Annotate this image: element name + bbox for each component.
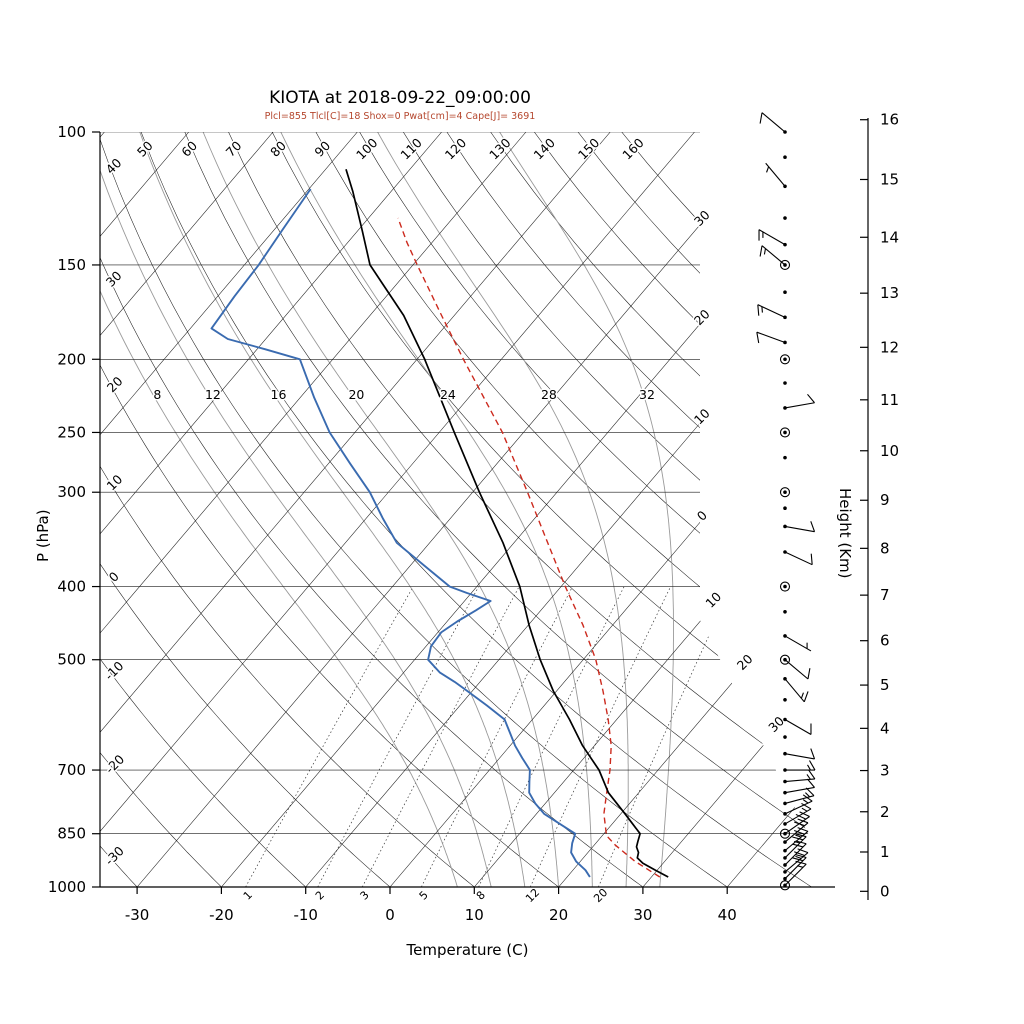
svg-text:1: 1 (880, 843, 890, 861)
svg-text:16: 16 (271, 387, 287, 402)
temperature-axis-title: Temperature (C) (406, 941, 529, 959)
svg-text:11: 11 (880, 391, 899, 409)
svg-text:12: 12 (205, 387, 221, 402)
svg-text:6: 6 (880, 632, 890, 650)
svg-text:8: 8 (474, 888, 488, 902)
svg-text:150: 150 (575, 135, 603, 163)
svg-text:5: 5 (880, 676, 890, 694)
svg-text:400: 400 (57, 578, 86, 596)
svg-text:0: 0 (385, 906, 395, 924)
svg-text:70: 70 (223, 138, 245, 160)
svg-text:-20: -20 (102, 751, 127, 776)
svg-text:10: 10 (103, 471, 125, 493)
svg-text:40: 40 (718, 906, 737, 924)
dewpoint-curve (210, 188, 591, 878)
svg-text:1: 1 (241, 888, 255, 902)
grid-labels: 50 60 70 80 90 100 110 120 130 140 150 160403020100… (100, 134, 789, 907)
svg-text:850: 850 (57, 825, 86, 843)
svg-text:10: 10 (702, 589, 724, 611)
svg-text:40: 40 (103, 155, 125, 177)
svg-text:30: 30 (633, 906, 652, 924)
svg-text:20: 20 (549, 906, 568, 924)
svg-text:300: 300 (57, 483, 86, 501)
svg-text:3: 3 (880, 762, 890, 780)
svg-text:14: 14 (880, 228, 899, 246)
sounding-curves (210, 168, 669, 878)
svg-text:20: 20 (348, 387, 364, 402)
svg-text:250: 250 (57, 423, 86, 441)
svg-text:7: 7 (880, 586, 890, 604)
chart-subtitle: Plcl=855 Tlcl[C]=18 Shox=0 Pwat[cm]=4 Ca… (264, 111, 536, 122)
svg-text:30: 30 (691, 207, 713, 229)
svg-text:60: 60 (178, 138, 200, 160)
svg-text:50: 50 (134, 138, 156, 160)
svg-text:1000: 1000 (48, 878, 86, 896)
svg-text:10: 10 (880, 442, 899, 460)
svg-text:20: 20 (591, 886, 610, 905)
svg-text:0: 0 (694, 507, 710, 523)
svg-text:20: 20 (691, 306, 713, 328)
svg-text:13: 13 (880, 284, 899, 302)
svg-text:2: 2 (313, 888, 327, 902)
svg-text:-10: -10 (293, 906, 318, 924)
svg-text:500: 500 (57, 651, 86, 669)
svg-text:2: 2 (880, 803, 890, 821)
svg-text:12: 12 (880, 338, 899, 356)
svg-text:0: 0 (106, 569, 122, 585)
svg-text:12: 12 (523, 886, 542, 905)
svg-text:5: 5 (417, 888, 431, 902)
grid-layer (100, 132, 835, 887)
svg-text:90: 90 (311, 138, 333, 160)
svg-text:10: 10 (465, 906, 484, 924)
svg-text:16: 16 (880, 111, 899, 129)
svg-text:700: 700 (57, 761, 86, 779)
parcel-curve (397, 217, 661, 878)
svg-text:8: 8 (880, 539, 890, 557)
temperature-curve (345, 168, 669, 878)
svg-text:15: 15 (880, 171, 899, 189)
svg-text:150: 150 (57, 256, 86, 274)
svg-text:8: 8 (153, 387, 161, 402)
svg-text:4: 4 (880, 719, 890, 737)
svg-text:3: 3 (358, 888, 372, 902)
pressure-gridlines (100, 132, 835, 887)
svg-text:20: 20 (734, 651, 756, 673)
svg-text:28: 28 (541, 387, 557, 402)
svg-text:24: 24 (440, 387, 456, 402)
svg-text:100: 100 (353, 135, 381, 163)
svg-text:-30: -30 (125, 906, 150, 924)
svg-text:20: 20 (104, 373, 126, 395)
svg-text:0: 0 (880, 882, 890, 900)
svg-text:200: 200 (57, 350, 86, 368)
svg-text:100: 100 (57, 123, 86, 141)
svg-text:32: 32 (639, 387, 655, 402)
chart-title: KIOTA at 2018-09-22_09:00:00 (269, 88, 531, 108)
wind-barbs (756, 112, 816, 891)
svg-text:10: 10 (691, 405, 713, 427)
svg-text:-20: -20 (209, 906, 234, 924)
isotherms (100, 132, 835, 887)
svg-text:120: 120 (442, 135, 470, 163)
svg-text:-30: -30 (102, 843, 127, 868)
moist-adiabats (100, 132, 674, 887)
svg-text:30: 30 (765, 713, 787, 735)
svg-text:160: 160 (619, 135, 647, 163)
svg-text:-10: -10 (101, 658, 126, 683)
svg-text:110: 110 (397, 135, 425, 163)
svg-text:9: 9 (880, 491, 890, 509)
